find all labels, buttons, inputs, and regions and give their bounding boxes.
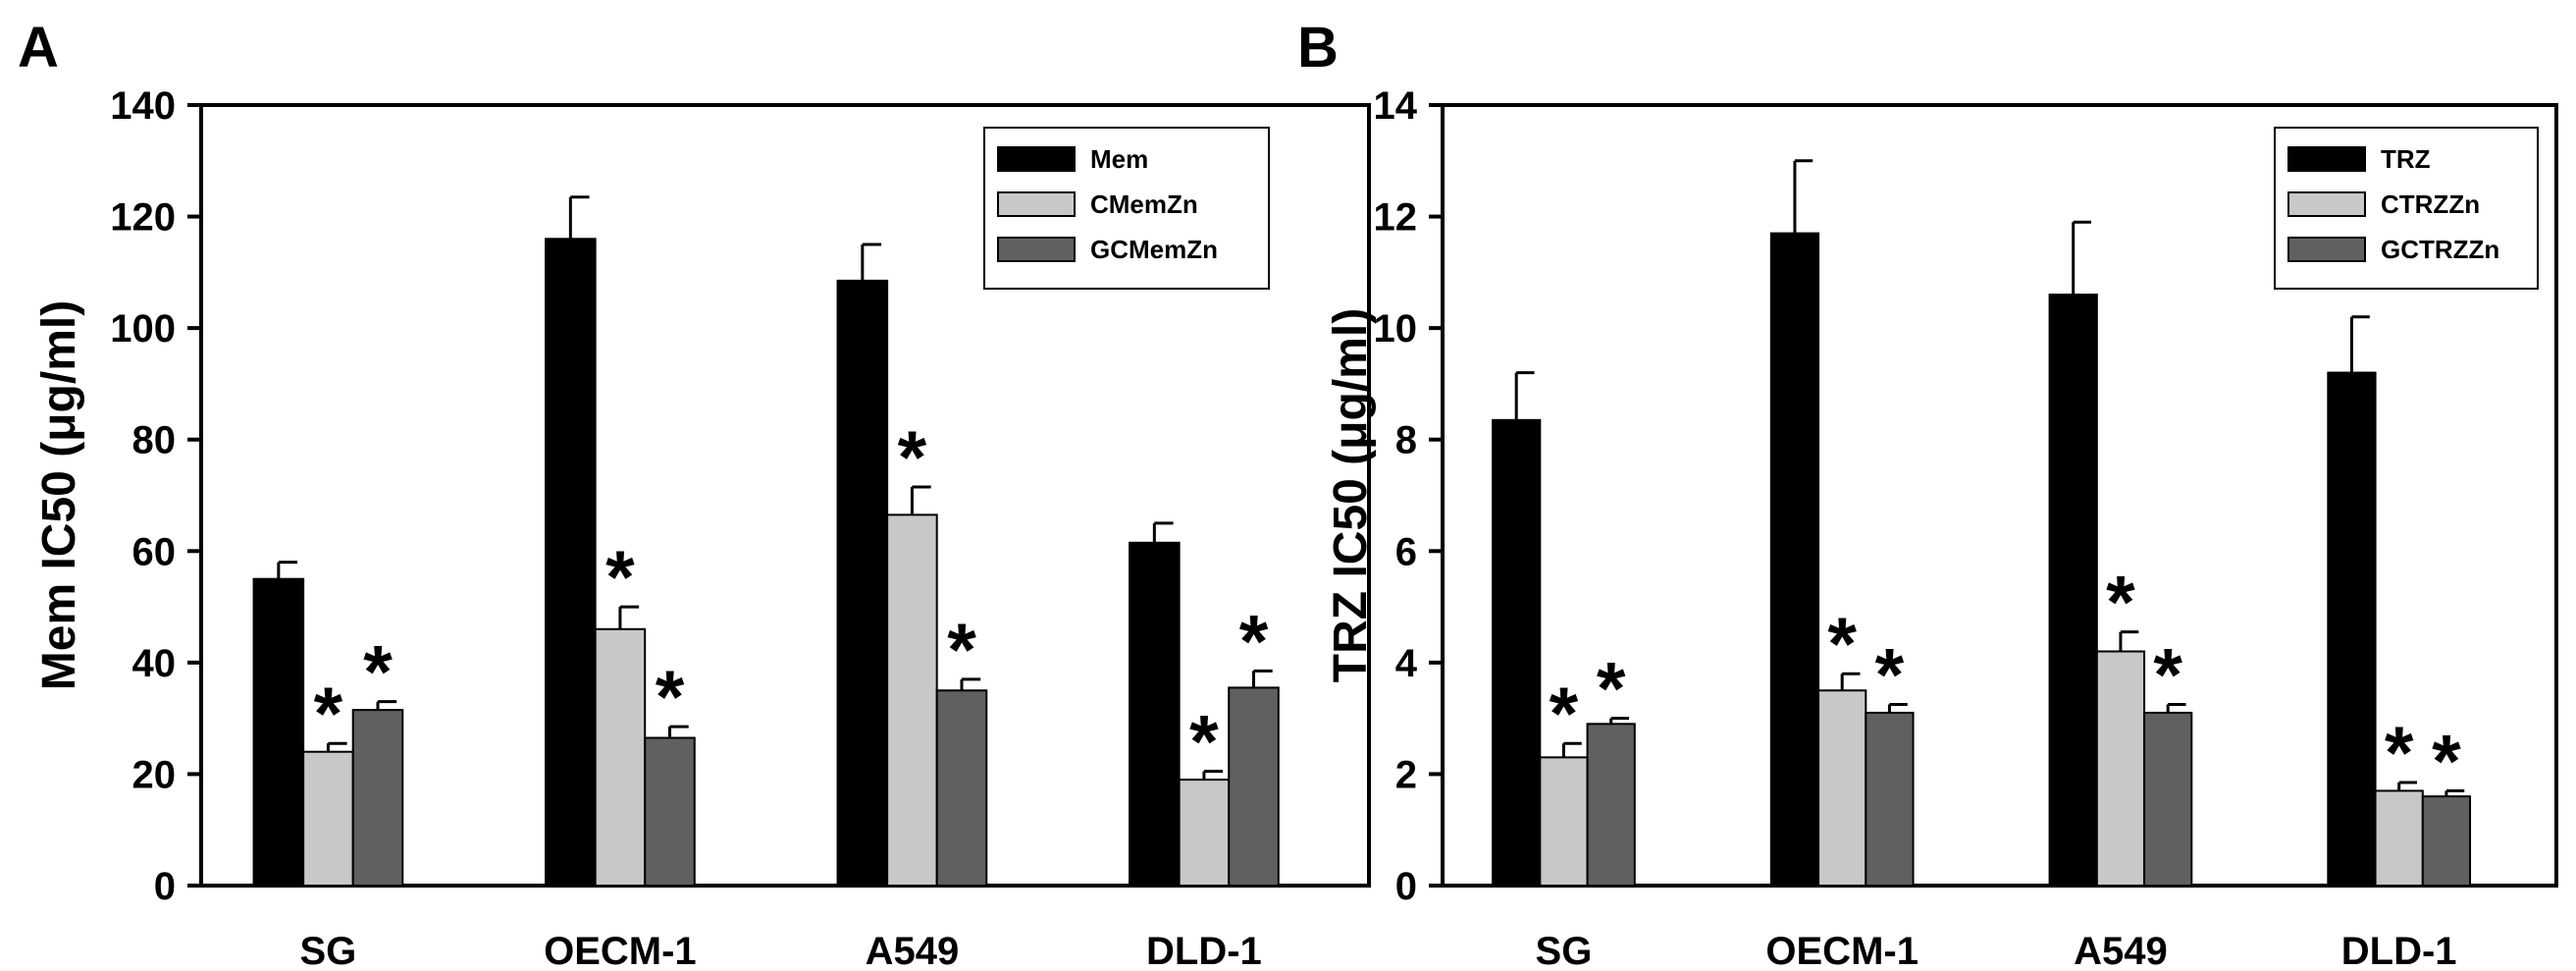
legend-label: GCMemZn [1090, 235, 1218, 264]
bar [545, 238, 597, 888]
x-tick-label: DLD-1 [1146, 930, 1262, 966]
significance-star: * [2153, 633, 2182, 717]
bar [351, 709, 404, 887]
significance-star: * [1875, 633, 1905, 717]
y-axis-title: TRZ IC50 (μg/ml) [1325, 308, 1377, 682]
bar [302, 750, 354, 888]
legend-swatch [997, 191, 1076, 217]
bar [2421, 795, 2472, 888]
legend-swatch [997, 237, 1076, 262]
significance-star: * [2432, 720, 2461, 803]
y-tick-label: 20 [132, 753, 177, 796]
y-tick-label: 60 [132, 530, 177, 573]
significance-star: * [1239, 600, 1269, 683]
y-tick-label: 0 [154, 865, 176, 908]
y-tick-label: 6 [1395, 530, 1417, 573]
significance-star: * [314, 673, 343, 756]
plot-frame [1441, 103, 2558, 888]
significance-star: * [1189, 701, 1219, 784]
significance-star: * [363, 631, 393, 715]
bar [1539, 756, 1589, 888]
bar [252, 577, 305, 888]
legend-swatch [2287, 237, 2366, 262]
significance-star: * [605, 536, 635, 620]
plot-frame [199, 103, 1371, 888]
bar [1586, 723, 1636, 887]
y-tick-label: 4 [1395, 642, 1418, 685]
significance-star: * [2385, 712, 2414, 795]
legend-label: TRZ [2381, 144, 2431, 174]
significance-star: * [2106, 562, 2135, 645]
bar [594, 627, 647, 887]
bar [2048, 294, 2098, 888]
legend-label: CTRZZn [2381, 189, 2480, 219]
significance-star: * [898, 416, 927, 500]
y-tick-label: 120 [110, 196, 176, 240]
bar [1129, 541, 1181, 888]
x-tick-label: DLD-1 [2341, 930, 2457, 966]
significance-star: * [1597, 648, 1626, 731]
bar [1492, 418, 1542, 887]
significance-star: * [656, 656, 685, 739]
y-tick-label: 10 [1374, 307, 1418, 351]
legend-swatch [997, 146, 1076, 172]
y-tick-label: 2 [1395, 753, 1417, 796]
bar [2327, 371, 2377, 888]
x-tick-label: SG [300, 930, 357, 966]
x-tick-label: A549 [2074, 930, 2168, 966]
y-tick-label: 14 [1374, 84, 1418, 128]
x-tick-label: OECM-1 [1765, 930, 1919, 966]
x-tick-label: OECM-1 [544, 930, 697, 966]
legend-swatch [2287, 191, 2366, 217]
legend-swatch [2287, 146, 2366, 172]
legend-label: Mem [1090, 144, 1148, 174]
bar [2374, 789, 2424, 888]
y-axis-title: Mem IC50 (μg/ml) [33, 300, 85, 690]
y-tick-label: 8 [1395, 419, 1417, 462]
bar [935, 689, 988, 887]
bar [1769, 232, 1820, 888]
bar [1865, 711, 1915, 888]
bar [644, 736, 696, 888]
bar [1228, 686, 1280, 887]
bar [2095, 650, 2146, 887]
significance-star: * [947, 609, 976, 692]
legend-label: GCTRZZn [2381, 235, 2499, 264]
y-tick-label: 100 [110, 307, 176, 351]
bar [886, 513, 938, 887]
y-tick-label: 80 [132, 419, 177, 462]
significance-star: * [1550, 673, 1579, 756]
x-tick-label: A549 [866, 930, 960, 966]
bar [836, 279, 889, 887]
x-tick-label: SG [1536, 930, 1593, 966]
legend-label: CMemZn [1090, 189, 1198, 219]
panel-label: A [18, 16, 59, 80]
y-tick-label: 12 [1374, 196, 1418, 240]
y-tick-label: 140 [110, 84, 176, 128]
y-tick-label: 40 [132, 642, 177, 685]
panel-label: B [1297, 16, 1339, 80]
significance-star: * [1827, 603, 1857, 686]
bar [2143, 711, 2193, 888]
y-tick-label: 0 [1395, 865, 1417, 908]
bar [1178, 779, 1231, 887]
bar [1817, 689, 1867, 887]
